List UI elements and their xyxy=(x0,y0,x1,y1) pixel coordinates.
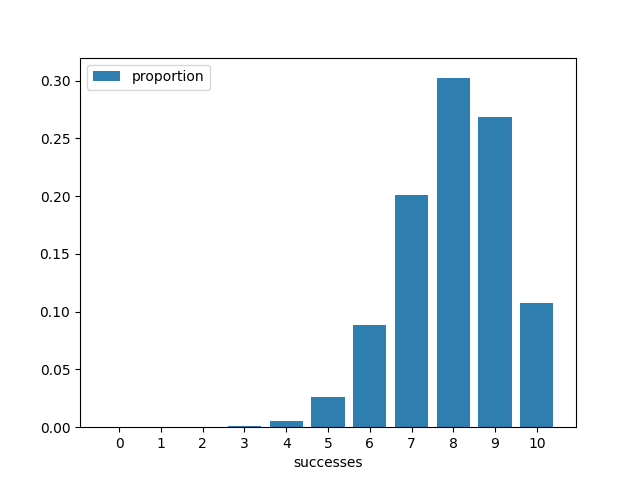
Bar xyxy=(353,325,387,427)
Bar xyxy=(436,78,470,427)
X-axis label: successes: successes xyxy=(293,456,363,470)
Bar xyxy=(395,195,428,427)
Bar xyxy=(311,396,345,427)
Bar xyxy=(269,421,303,427)
Bar xyxy=(520,303,554,427)
Bar xyxy=(228,426,261,427)
Legend: proportion: proportion xyxy=(87,64,209,90)
Bar xyxy=(478,117,512,427)
